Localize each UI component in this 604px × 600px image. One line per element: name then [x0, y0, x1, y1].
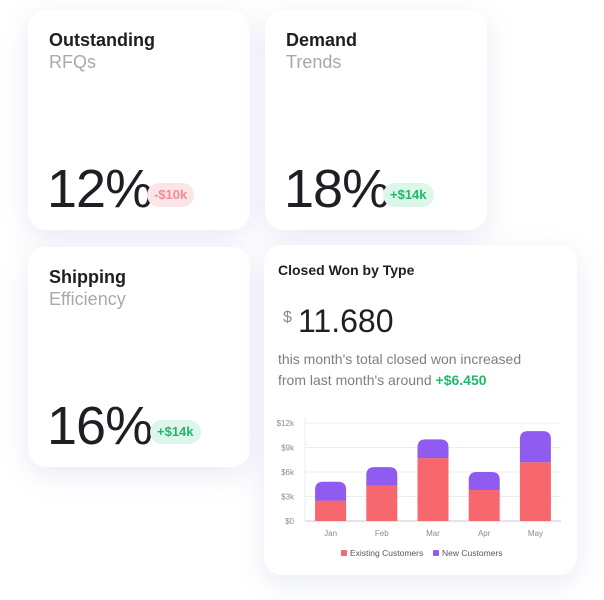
bar-segment [366, 485, 398, 521]
change-badge: +$14k [383, 183, 434, 207]
legend-swatch [433, 550, 439, 556]
bar-segment [315, 500, 347, 521]
x-tick-label: Jan [324, 529, 337, 538]
bar-segment [417, 439, 449, 459]
card-value: 12% [47, 159, 153, 219]
x-tick-label: Feb [375, 529, 389, 538]
bar-segment [468, 489, 500, 521]
card-value: 16% [47, 396, 153, 456]
y-tick-label: $0 [285, 517, 294, 526]
chart-card: Closed Won by Type $ 11.680 this month's… [264, 245, 577, 575]
change-badge: -$10k [147, 183, 195, 207]
bar-segment [417, 458, 449, 521]
legend-label: Existing Customers [350, 548, 423, 558]
card: Outstanding RFQs 12% -$10k [28, 10, 250, 230]
y-tick-label: $9k [281, 444, 295, 453]
y-tick-label: $12k [277, 419, 295, 428]
legend-swatch [341, 550, 347, 556]
legend-label: New Customers [442, 548, 502, 558]
chart-title: Closed Won by Type [278, 262, 415, 278]
x-tick-label: Mar [426, 529, 440, 538]
y-tick-label: $3k [281, 493, 295, 502]
card-title: Demand [286, 30, 358, 50]
card-value: 18% [284, 159, 390, 219]
card-subtitle: RFQs [49, 52, 96, 72]
bar-segment [519, 431, 551, 463]
bar-segment [315, 481, 347, 501]
change-badge: +$14k [150, 420, 201, 444]
x-tick-label: Apr [478, 529, 491, 538]
card-title: Outstanding [49, 30, 155, 50]
currency: $ [283, 309, 292, 326]
amount: 11.680 [298, 303, 394, 339]
bar-segment [366, 467, 398, 486]
description: this month's total closed won increased … [278, 349, 548, 391]
increase: +$6.450 [435, 372, 487, 388]
card-subtitle: Trends [286, 52, 342, 72]
bar-segment [468, 472, 500, 490]
chart: $0 $3k $6k $9k $12k Jan Feb Mar Apr May Existing C… [277, 417, 561, 558]
y-tick-label: $6k [281, 468, 295, 477]
description-text: this month's total closed won increased … [278, 351, 522, 388]
card: Demand Trends 18% +$14k [265, 10, 487, 230]
card-title: Shipping [49, 267, 126, 287]
card-subtitle: Efficiency [49, 289, 126, 309]
card: Shipping Efficiency 16% +$14k [28, 247, 250, 467]
bar-segment [519, 462, 551, 521]
x-tick-label: May [528, 529, 543, 538]
